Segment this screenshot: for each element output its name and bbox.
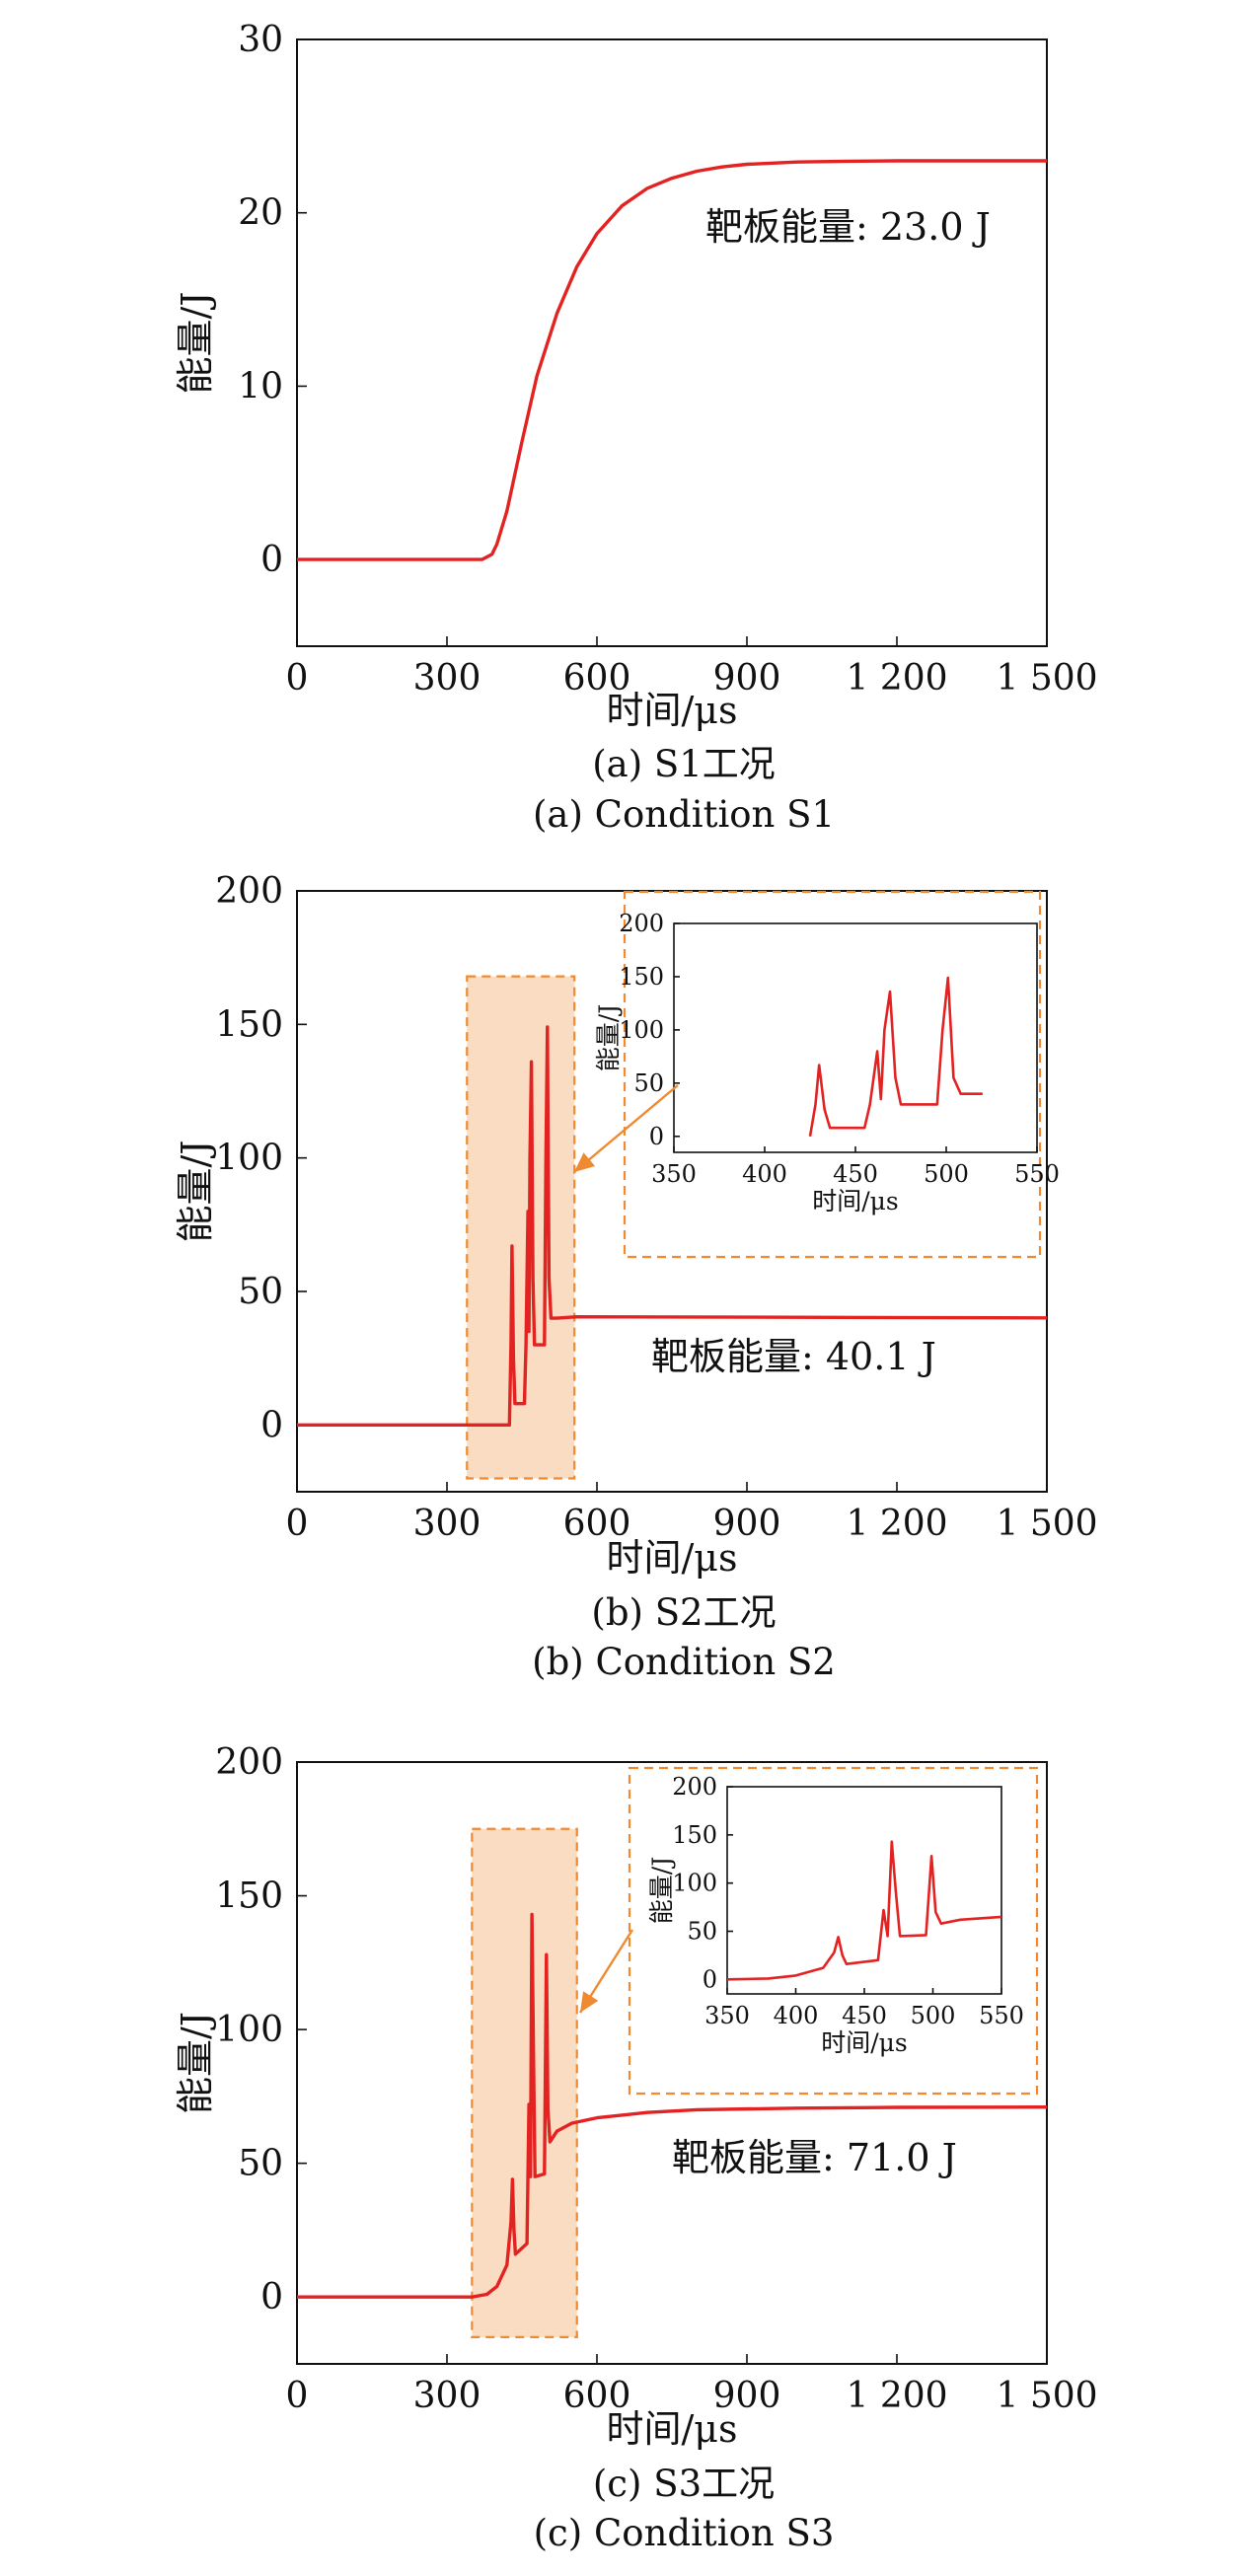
inset-y-tick-label: 150	[619, 963, 664, 991]
y-axis-label: 能量/J	[174, 1140, 217, 1242]
y-tick-label: 150	[215, 1877, 283, 1917]
inset-y-tick-label: 100	[672, 1870, 717, 1897]
inset-x-tick-label: 550	[979, 2002, 1024, 2029]
inset-x-tick-label: 450	[833, 1160, 878, 1188]
inset-x-tick-label: 350	[651, 1160, 697, 1188]
inset-frame	[628, 1766, 1039, 2096]
plot-frame	[296, 1761, 1048, 2365]
caption-chinese: (b) S2工况	[591, 1591, 776, 1634]
inset-x-tick-label: 450	[842, 2002, 887, 2029]
caption-english: (c) Condition S3	[534, 2512, 835, 2554]
x-tick-label: 1 200	[846, 1504, 947, 1544]
inset-series-line	[808, 976, 983, 1138]
callout-arrow-head	[580, 1991, 599, 2013]
y-tick-label: 50	[238, 1272, 283, 1312]
inset-frame	[623, 890, 1042, 1259]
energy-annotation: 靶板能量: 71.0 J	[672, 2136, 957, 2179]
inset-x-tick-label: 500	[911, 2002, 956, 2029]
inset-y-tick-label: 50	[687, 1918, 717, 1946]
x-tick-label: 900	[713, 1504, 781, 1544]
x-tick-label: 600	[563, 2376, 631, 2416]
y-tick-label: 150	[215, 1004, 283, 1045]
inset-x-axis-label: 时间/μs	[812, 1187, 899, 1215]
energy-annotation: 靶板能量: 40.1 J	[651, 1335, 936, 1378]
y-tick-label: 100	[215, 2010, 283, 2050]
x-tick-label: 0	[286, 1504, 309, 1544]
series-line	[297, 159, 1047, 561]
caption-chinese: (a) S1工况	[592, 743, 776, 785]
x-tick-label: 1 500	[996, 658, 1097, 699]
highlight-region	[466, 975, 576, 1480]
chart-a: 0 300 600 900 1 200 1 500 0 10 20 30 时间/μs 能量/J 靶板能量…	[174, 20, 1098, 836]
y-tick-label: 30	[238, 20, 283, 60]
x-tick-label: 900	[713, 2376, 781, 2416]
inset-y-tick-label: 200	[672, 1773, 717, 1801]
inset-y-tick-label: 200	[619, 910, 664, 937]
inset-y-axis-label: 能量/J	[647, 1857, 676, 1924]
series-line	[297, 1912, 1048, 2299]
caption-chinese: (c) S3工况	[593, 2463, 775, 2505]
inset-x-tick-label: 350	[704, 2002, 750, 2029]
x-tick-label: 300	[413, 658, 481, 699]
x-tick-label: 300	[413, 2376, 481, 2416]
y-axis-label: 能量/J	[174, 2012, 217, 2114]
inset-x-tick-label: 400	[774, 2002, 819, 2029]
x-tick-label: 1 500	[996, 1504, 1097, 1544]
x-tick-label: 600	[563, 658, 631, 699]
y-tick-label: 0	[260, 2277, 283, 2318]
y-tick-label: 20	[238, 193, 283, 234]
callout-arrow-head	[574, 1152, 596, 1172]
y-tick-label: 50	[238, 2144, 283, 2184]
inset-chart: 350 400 450 500 550 0 50 100 150 200 时间/μs 能量/J	[594, 910, 1060, 1215]
inset-y-tick-label: 0	[649, 1123, 664, 1150]
chart-c: 0 300 600 900 1 200 1 500 0 50 100 150 200 时间/μs 能量/…	[174, 1742, 1098, 2554]
callout-arrow-line	[573, 1084, 679, 1173]
inset-x-tick-label: 550	[1014, 1160, 1060, 1188]
inset-y-axis-label: 能量/J	[594, 1004, 623, 1071]
y-tick-label: 0	[260, 540, 283, 580]
x-axis-label: 时间/μs	[606, 2407, 737, 2451]
y-tick-label: 0	[260, 1405, 283, 1445]
x-tick-label: 1 200	[846, 2376, 947, 2416]
x-tick-label: 600	[563, 1504, 631, 1544]
y-axis-label: 能量/J	[174, 291, 217, 394]
series-line	[297, 1025, 1048, 1428]
y-tick-label: 200	[215, 1742, 283, 1783]
x-axis-label: 时间/μs	[606, 1536, 737, 1580]
highlight-region	[471, 1827, 578, 2338]
inset-x-axis-label: 时间/μs	[821, 2028, 908, 2057]
x-axis-label: 时间/μs	[606, 689, 737, 732]
x-tick-label: 900	[713, 658, 781, 699]
x-tick-label: 1 500	[996, 2376, 1097, 2416]
plot-frame	[296, 38, 1048, 647]
inset-y-tick-label: 0	[703, 1965, 717, 1993]
caption-english: (a) Condition S1	[533, 793, 835, 836]
inset-series-line	[726, 1840, 1002, 1981]
inset-x-tick-label: 400	[742, 1160, 787, 1188]
inset-chart: 350 400 450 500 550 0 50 100 150 200 时间/μs 能量/J	[647, 1773, 1024, 2057]
x-tick-label: 0	[286, 2376, 309, 2416]
x-tick-label: 300	[413, 1504, 481, 1544]
chart-b: 0 300 600 900 1 200 1 500 0 50 100 150 200 时间/μs 能量/…	[174, 871, 1098, 1683]
x-tick-label: 1 200	[846, 658, 947, 699]
inset-x-tick-label: 500	[924, 1160, 969, 1188]
x-tick-label: 0	[286, 658, 309, 699]
inset-y-tick-label: 150	[672, 1821, 717, 1849]
inset-y-tick-label: 50	[633, 1069, 664, 1097]
energy-annotation: 靶板能量: 23.0 J	[705, 205, 991, 249]
y-tick-label: 100	[215, 1139, 283, 1179]
y-tick-label: 200	[215, 871, 283, 912]
y-tick-label: 10	[238, 366, 283, 406]
inset-y-tick-label: 100	[619, 1016, 664, 1044]
caption-english: (b) Condition S2	[532, 1641, 836, 1683]
